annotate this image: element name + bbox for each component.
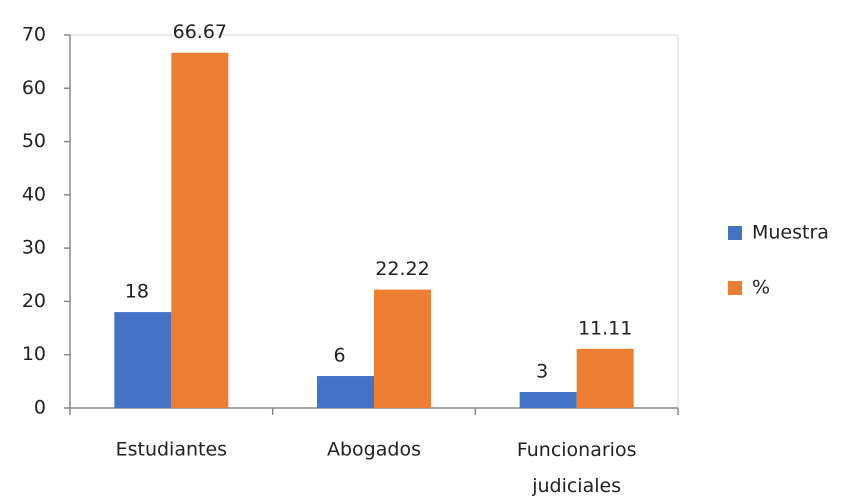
bar — [519, 392, 577, 408]
legend-label: Muestra — [752, 222, 829, 244]
y-tick-label: 20 — [22, 290, 46, 312]
data-label: 11.11 — [578, 317, 632, 339]
data-label: 66.67 — [173, 21, 227, 43]
bar — [576, 348, 634, 408]
data-label: 18 — [125, 281, 149, 303]
legend-label: % — [752, 277, 770, 299]
y-tick-label: 30 — [22, 237, 46, 259]
legend-swatch — [728, 226, 742, 240]
y-tick-label: 60 — [22, 77, 46, 99]
y-tick-label: 70 — [22, 24, 46, 46]
x-tick-label: Estudiantes — [116, 439, 227, 461]
bar — [171, 52, 229, 409]
bar — [114, 312, 172, 408]
legend-swatch — [728, 281, 742, 295]
y-tick-label: 10 — [22, 343, 46, 365]
bar — [317, 376, 374, 408]
data-label: 3 — [536, 361, 548, 383]
x-tick-label: Abogados — [327, 439, 421, 461]
y-tick-label: 50 — [22, 130, 46, 152]
data-label: 22.22 — [375, 258, 429, 280]
bar — [374, 289, 431, 408]
data-label: 6 — [333, 345, 345, 367]
y-tick-label: 0 — [34, 397, 46, 419]
x-tick-label: Funcionarios judiciales — [517, 439, 637, 496]
y-tick-label: 40 — [22, 183, 46, 205]
